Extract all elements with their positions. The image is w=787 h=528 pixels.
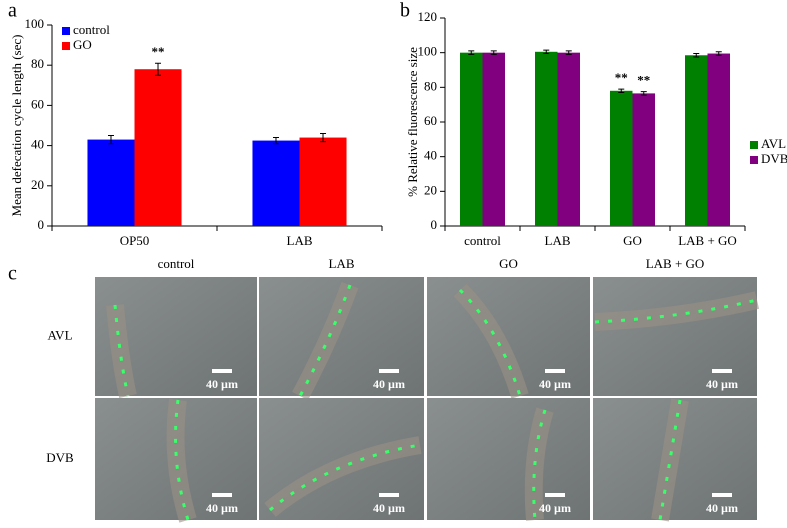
legend-swatch [62, 42, 70, 50]
y-tick-label: 60 [424, 113, 437, 128]
bar [535, 51, 558, 226]
error-bar [618, 88, 625, 94]
bar [460, 52, 483, 226]
bar [685, 55, 708, 227]
x-tick-label: LAB [287, 233, 313, 248]
fluorescence [269, 443, 421, 512]
column-label: LAB + GO [646, 256, 705, 271]
x-tick-label: GO [623, 233, 642, 248]
bar [557, 52, 580, 226]
y-tick-label: 100 [25, 16, 45, 31]
y-tick-label: 40 [31, 137, 44, 152]
image-background [427, 398, 590, 520]
scale-bar-label: 40 µm [706, 501, 738, 515]
error-bar [640, 91, 647, 96]
y-axis-label: % Relative fluorescence size [405, 47, 420, 197]
x-tick-label: LAB [545, 233, 571, 248]
fluorescence [298, 284, 352, 397]
bar [707, 53, 730, 227]
panel-label: a [8, 0, 17, 22]
y-axis-label: Mean defecation cycle length (sec) [9, 35, 24, 217]
error-bar [107, 135, 114, 145]
scale-bar-label: 40 µm [706, 377, 738, 391]
fluorescence [658, 399, 682, 521]
micrograph: 40 µm [95, 277, 257, 398]
bar [610, 90, 633, 226]
scale-bar-label: 40 µm [206, 377, 238, 391]
annotation: ** [615, 70, 628, 85]
legend-label: GO [73, 37, 92, 52]
legend-swatch [62, 27, 70, 35]
micrograph: 40 µm [427, 398, 590, 521]
y-tick-label: 20 [424, 182, 437, 197]
x-tick-label: control [464, 233, 501, 248]
bar [87, 139, 135, 226]
annotation: ** [637, 73, 650, 88]
bar [299, 137, 347, 226]
error-bar [468, 50, 475, 55]
worm [106, 304, 137, 398]
y-tick-label: 100 [418, 44, 438, 59]
y-tick-label: 120 [418, 9, 438, 24]
y-tick-label: 40 [424, 148, 437, 163]
error-bar [272, 137, 279, 145]
scale-bar-label: 40 µm [539, 377, 571, 391]
micrograph: 40 µm [593, 398, 757, 522]
column-label: control [158, 256, 195, 271]
y-tick-label: 0 [431, 217, 438, 232]
scale-bar-label: 40 µm [373, 377, 405, 391]
micrograph: 40 µm [95, 398, 257, 523]
bar [482, 52, 505, 226]
scale-bar-label: 40 µm [206, 501, 238, 515]
legend-label: control [73, 22, 110, 37]
error-bar [693, 53, 700, 58]
y-tick-label: 0 [38, 217, 45, 232]
micrograph: 40 µm [427, 277, 590, 399]
worm [453, 283, 529, 399]
x-tick-label: LAB + GO [678, 233, 737, 248]
y-tick-label: 80 [424, 78, 437, 93]
micrograph: 40 µm [259, 398, 424, 520]
scale-bar-label: 40 µm [373, 501, 405, 515]
y-tick-label: 60 [31, 96, 44, 111]
legend-label: AVL [761, 136, 786, 151]
error-bar [155, 62, 162, 76]
y-tick-label: 80 [31, 56, 44, 71]
error-bar [543, 49, 550, 55]
bar [252, 140, 300, 226]
panel-label: b [400, 0, 410, 22]
column-label: GO [499, 256, 518, 271]
fluorescence [174, 399, 190, 521]
fluorescence [532, 409, 547, 521]
bar [134, 69, 182, 226]
bar [632, 93, 655, 227]
legend-label: DVB [761, 151, 787, 166]
micrograph: 40 µm [259, 277, 424, 401]
panel-label: c [8, 263, 17, 285]
column-label: LAB [329, 256, 355, 271]
error-bar [320, 133, 327, 143]
row-label: AVL [47, 327, 72, 342]
y-tick-label: 20 [31, 177, 44, 192]
error-bar [565, 50, 572, 55]
error-bar [490, 50, 497, 55]
scale-bar-label: 40 µm [539, 501, 571, 515]
fluorescence [594, 298, 758, 324]
micrograph: 40 µm [593, 277, 760, 396]
legend-swatch [750, 141, 758, 149]
error-bar [715, 51, 722, 56]
x-tick-label: OP50 [120, 233, 150, 248]
legend-swatch [750, 156, 758, 164]
annotation: ** [152, 44, 165, 59]
row-label: DVB [46, 450, 74, 465]
